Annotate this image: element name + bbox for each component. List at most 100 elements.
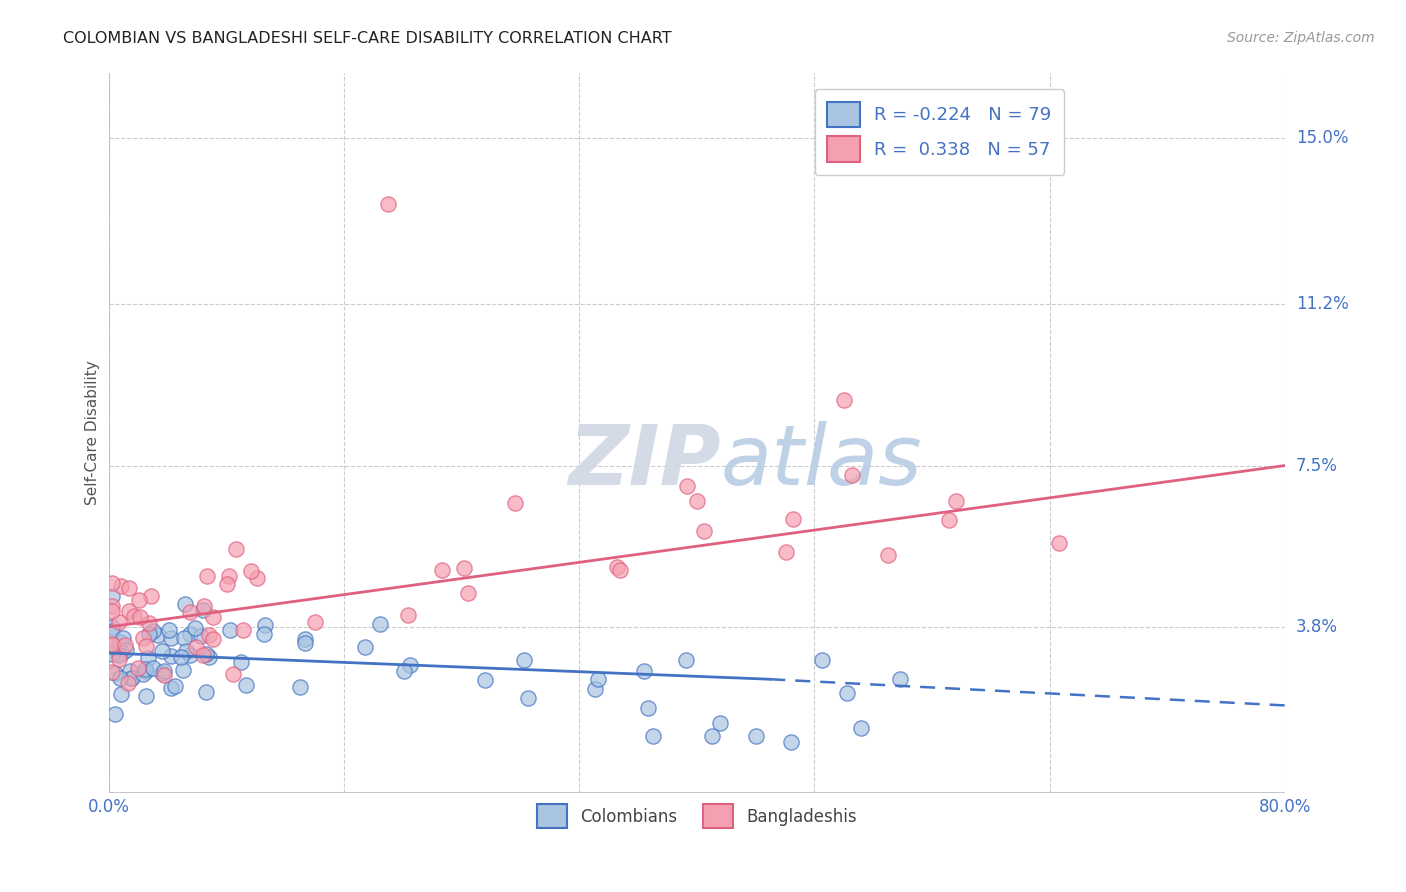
Point (160, 681, 183, 695)
Point (195, 685, 218, 699)
Point (103, 638, 125, 652)
Point (195, 569, 218, 583)
Point (134, 662, 156, 676)
Point (512, 652, 534, 666)
Point (100, 647, 122, 661)
Point (100, 590, 122, 604)
Point (100, 665, 122, 679)
Point (253, 618, 276, 632)
Point (184, 621, 207, 635)
Point (849, 721, 872, 735)
Point (945, 493, 967, 508)
Point (157, 623, 180, 637)
Text: ZIP: ZIP (568, 421, 720, 502)
Point (138, 615, 160, 630)
Point (398, 658, 420, 673)
Text: COLOMBIAN VS BANGLADESHI SELF-CARE DISABILITY CORRELATION CHART: COLOMBIAN VS BANGLADESHI SELF-CARE DISAB… (63, 31, 672, 46)
Point (1047, 536, 1070, 550)
Point (676, 479, 699, 493)
Point (174, 643, 197, 657)
Point (583, 681, 606, 696)
Y-axis label: Self-Care Disability: Self-Care Disability (86, 360, 100, 505)
Point (588, 672, 610, 686)
Point (127, 660, 149, 674)
Point (128, 593, 150, 607)
Point (150, 665, 173, 680)
Point (453, 560, 475, 574)
Point (245, 571, 267, 585)
Point (100, 637, 122, 651)
Point (121, 671, 143, 685)
Point (165, 679, 187, 693)
Point (142, 661, 165, 675)
Point (516, 691, 538, 706)
Point (179, 627, 201, 641)
Point (108, 635, 131, 649)
Point (195, 648, 218, 662)
Point (108, 652, 131, 666)
Point (112, 632, 135, 646)
Point (353, 640, 375, 654)
Point (193, 602, 215, 616)
Point (115, 643, 138, 657)
Point (100, 604, 122, 618)
Point (304, 615, 326, 629)
Point (118, 581, 141, 595)
Point (744, 729, 766, 743)
Point (179, 606, 201, 620)
Point (142, 624, 165, 639)
Point (198, 649, 221, 664)
Point (120, 671, 142, 685)
Point (693, 524, 716, 539)
Point (139, 590, 162, 604)
Point (138, 627, 160, 641)
Point (633, 664, 655, 678)
Point (153, 664, 176, 678)
Point (179, 648, 201, 663)
Point (135, 689, 157, 703)
Point (779, 735, 801, 749)
Point (129, 609, 152, 624)
Point (503, 496, 526, 510)
Point (938, 513, 960, 527)
Point (832, 393, 855, 408)
Point (231, 655, 253, 669)
Point (215, 576, 238, 591)
Point (876, 548, 898, 562)
Point (239, 564, 262, 578)
Legend: Colombians, Bangladeshis: Colombians, Bangladeshis (530, 797, 863, 835)
Point (104, 706, 127, 721)
Point (392, 665, 415, 679)
Point (110, 687, 132, 701)
Point (174, 597, 197, 611)
Text: 7.5%: 7.5% (1296, 457, 1339, 475)
Text: 15.0%: 15.0% (1296, 129, 1348, 147)
Point (709, 716, 731, 731)
Point (235, 678, 257, 692)
Point (782, 512, 804, 526)
Point (100, 624, 122, 638)
Point (184, 640, 207, 654)
Point (100, 620, 122, 634)
Point (100, 576, 122, 591)
Point (197, 628, 219, 642)
Point (135, 664, 157, 678)
Point (202, 632, 225, 646)
Point (190, 629, 212, 643)
Point (173, 632, 195, 646)
Point (225, 541, 247, 556)
Point (108, 615, 131, 629)
Point (202, 610, 225, 624)
Point (131, 666, 153, 681)
Point (294, 632, 316, 647)
Point (637, 700, 659, 714)
Point (100, 599, 122, 613)
Text: Source: ZipAtlas.com: Source: ZipAtlas.com (1227, 31, 1375, 45)
Point (232, 623, 254, 637)
Point (252, 627, 274, 641)
Point (117, 676, 139, 690)
Text: 11.2%: 11.2% (1296, 295, 1348, 313)
Point (222, 667, 245, 681)
Point (377, 197, 399, 211)
Point (218, 569, 240, 583)
